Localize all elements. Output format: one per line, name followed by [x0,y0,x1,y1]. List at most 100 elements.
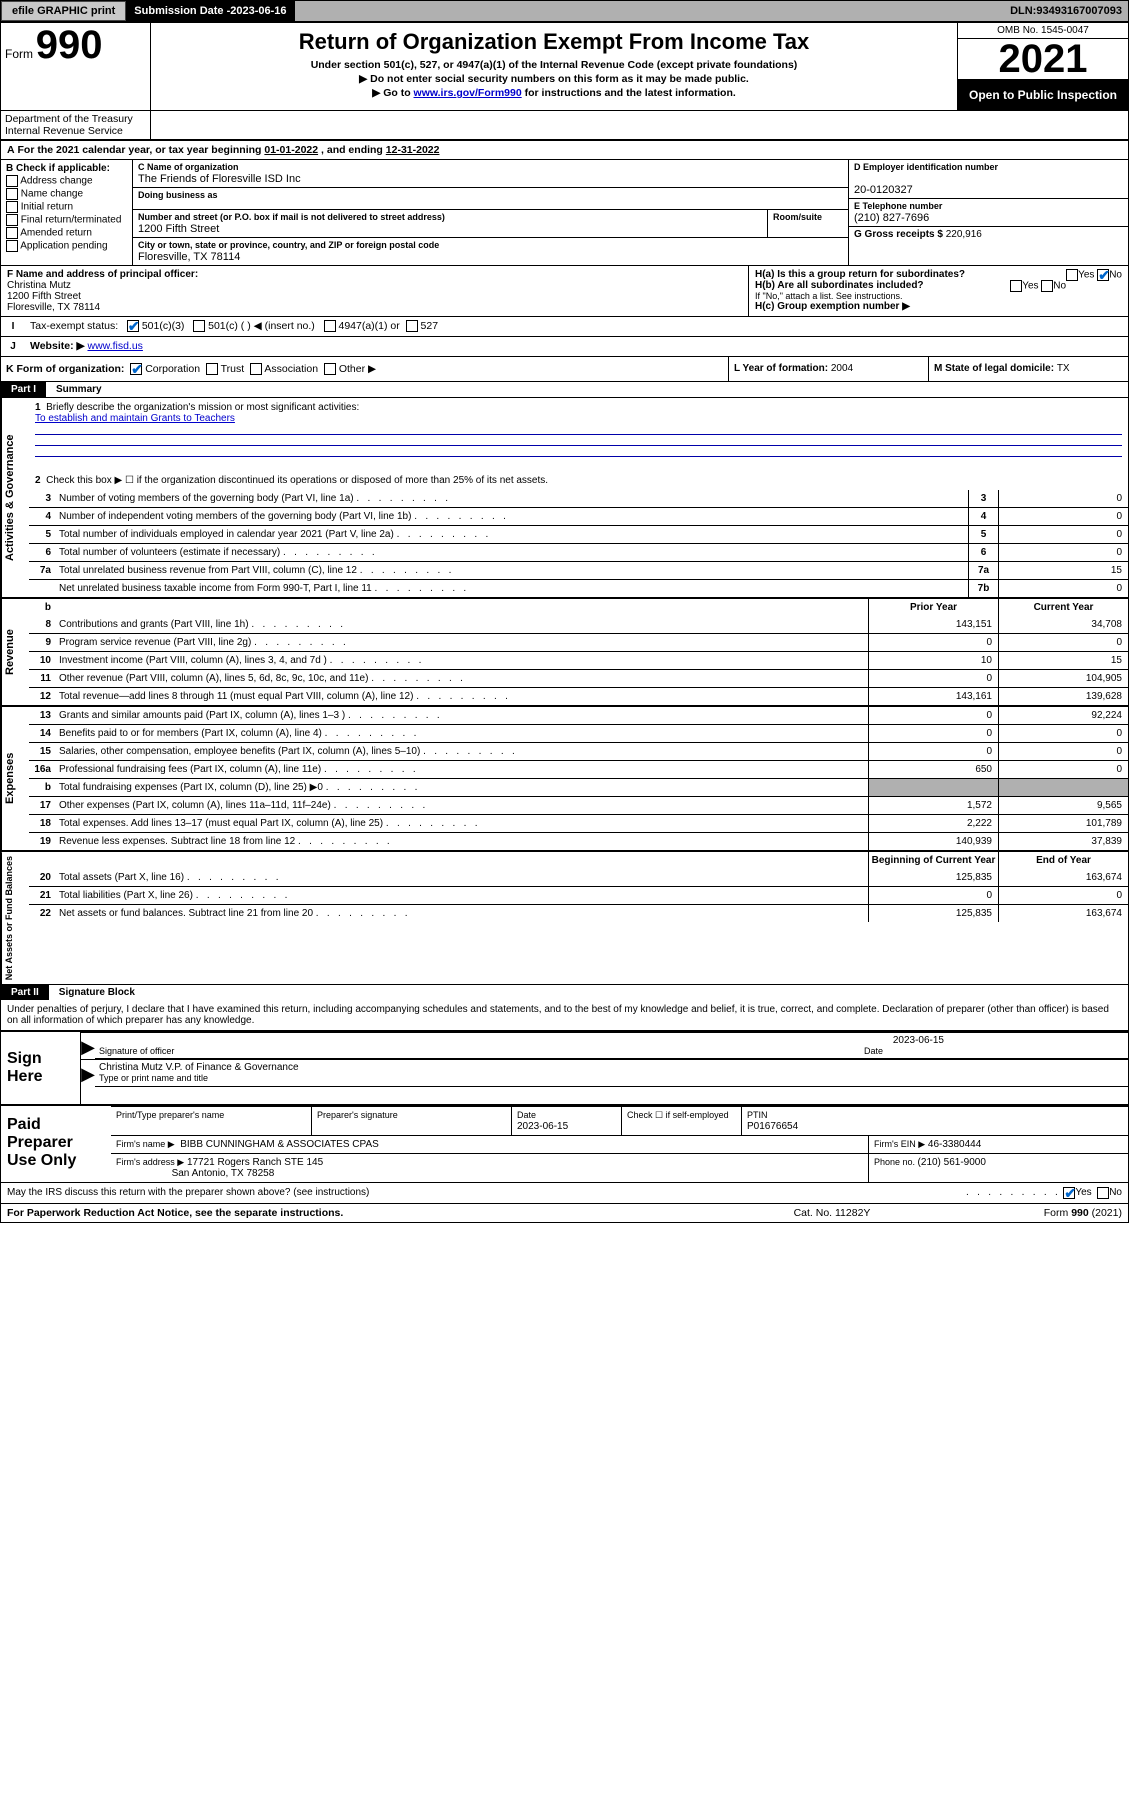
row-m: M State of legal domicile: TX [928,357,1128,381]
h-c: H(c) Group exemption number ▶ [755,301,910,312]
firm-ein: 46-3380444 [928,1139,981,1150]
part2-title: Signature Block [49,985,1128,1000]
note-ssn: ▶ Do not enter social security numbers o… [155,73,953,85]
net-header: Beginning of Current Year End of Year [29,852,1128,869]
p1-governance: Activities & Governance 1 Briefly descri… [1,397,1128,597]
table-row: Net unrelated business taxable income fr… [29,579,1128,597]
chk-app-pending[interactable]: Application pending [6,240,127,252]
chk-trust[interactable] [206,363,218,375]
table-row: 14Benefits paid to or for members (Part … [29,724,1128,742]
table-row: 11Other revenue (Part VIII, column (A), … [29,669,1128,687]
part2-num: Part II [1,985,49,1000]
chk-amended[interactable]: Amended return [6,227,127,239]
irs-discuss-row: May the IRS discuss this return with the… [1,1182,1128,1203]
part1-title: Summary [46,382,1128,397]
firm-phone: (210) 561-9000 [918,1157,986,1168]
irs-discuss-text: May the IRS discuss this return with the… [7,1187,963,1199]
table-row: 7aTotal unrelated business revenue from … [29,561,1128,579]
room-label: Room/suite [773,212,822,222]
phone-value: (210) 827-7696 [854,212,929,224]
e-label: E Telephone number [854,201,942,211]
chk-corp[interactable] [130,363,142,375]
p1-netassets: Net Assets or Fund Balances Beginning of… [1,850,1128,984]
chk-discuss-yes[interactable] [1063,1187,1075,1199]
officer-name-title: Christina Mutz V.P. of Finance & Governa… [99,1062,299,1073]
org-name: The Friends of Floresville ISD Inc [138,173,301,185]
ein-value: 20-0120327 [854,184,913,196]
dln-label: DLN: [1010,5,1036,17]
fh-row: F Name and address of principal officer:… [1,265,1128,316]
vtab-expenses: Expenses [1,707,29,850]
chk-name-change[interactable]: Name change [6,188,127,200]
dln: DLN: 93493167007093 [1004,1,1128,21]
chk-discuss-no[interactable] [1097,1187,1109,1199]
officer-addr2: Floresville, TX 78114 [7,302,100,313]
hb-no[interactable] [1041,280,1053,292]
goto-link[interactable]: www.irs.gov/Form990 [414,87,522,99]
pr-chk-label: Check ☐ if self-employed [627,1110,729,1120]
sig-date-label: Date [864,1046,1124,1056]
subdate-label: Submission Date - [134,5,230,17]
chk-initial-return[interactable]: Initial return [6,201,127,213]
col-f: F Name and address of principal officer:… [1,266,748,316]
b-label: B Check if applicable: [6,163,110,174]
pr-date: 2023-06-15 [517,1121,568,1132]
firm-addr1: 17721 Rogers Ranch STE 145 [187,1157,323,1168]
chk-527[interactable] [406,320,418,332]
dln-value: 93493167007093 [1036,5,1122,17]
table-row: 12Total revenue—add lines 8 through 11 (… [29,687,1128,705]
hdr-prior: Prior Year [868,599,998,616]
chk-501c3[interactable] [127,320,139,332]
chk-501c[interactable] [193,320,205,332]
table-row: 5Total number of individuals employed in… [29,525,1128,543]
g-label: G Gross receipts $ [854,229,946,240]
chk-address-change[interactable]: Address change [6,175,127,187]
part2-header: Part II Signature Block [1,984,1128,1000]
form-number: 990 [36,23,103,67]
j-label: Website: ▶ [30,340,85,352]
chk-other[interactable] [324,363,336,375]
mission-text: To establish and maintain Grants to Teac… [35,413,235,424]
officer-type-label: Type or print name and title [99,1073,208,1083]
table-row: 18Total expenses. Add lines 13–17 (must … [29,814,1128,832]
efile-print-button[interactable]: efile GRAPHIC print [1,1,126,21]
table-row: 15Salaries, other compensation, employee… [29,742,1128,760]
dept-row: Department of the Treasury Internal Reve… [1,110,1128,139]
col-b: B Check if applicable: Address change Na… [1,160,133,265]
pr-name-label: Print/Type preparer's name [116,1110,224,1120]
table-row: 16aProfessional fundraising fees (Part I… [29,760,1128,778]
d-label: D Employer identification number [854,162,998,172]
hb-yes[interactable] [1010,280,1022,292]
form-header: Form 990 Return of Organization Exempt F… [1,21,1128,110]
form-title: Return of Organization Exempt From Incom… [155,29,953,55]
city-label: City or town, state or province, country… [138,240,439,250]
website-link[interactable]: www.fisd.us [87,340,142,352]
form-word: Form [5,47,33,61]
form-ref: Form 990 (2021) [942,1207,1122,1219]
c-name-label: C Name of organization [138,162,239,172]
firm-phone-label: Phone no. [874,1157,918,1167]
perjury-declaration: Under penalties of perjury, I declare th… [1,1000,1128,1030]
paid-preparer-block: Paid Preparer Use Only Print/Type prepar… [1,1104,1128,1182]
addr-label: Number and street (or P.O. box if mail i… [138,212,445,222]
state-domicile: TX [1057,363,1070,374]
firm-name-label: Firm's name ▶ [116,1139,175,1149]
topbar: efile GRAPHIC print Submission Date - 20… [1,1,1128,21]
table-row: 13Grants and similar amounts paid (Part … [29,707,1128,724]
ha-yes[interactable] [1066,269,1078,281]
chk-4947[interactable] [324,320,336,332]
chk-assoc[interactable] [250,363,262,375]
p1-line2: 2 Check this box ▶ ☐ if the organization… [29,471,1128,490]
vtab-governance: Activities & Governance [1,398,29,597]
org-address: 1200 Fifth Street [138,223,219,235]
row-i: I Tax-exempt status: 501(c)(3) 501(c) ( … [1,316,1128,336]
part1-header: Part I Summary [1,381,1128,397]
table-row: 17Other expenses (Part IX, column (A), l… [29,796,1128,814]
col-c: C Name of organization The Friends of Fl… [133,160,848,265]
chk-final-return[interactable]: Final return/terminated [6,214,127,226]
tax-end: 12-31-2022 [386,144,440,156]
footer: For Paperwork Reduction Act Notice, see … [1,1203,1128,1222]
ha-no[interactable] [1097,269,1109,281]
header-right: OMB No. 1545-0047 2021 Open to Public In… [958,23,1128,110]
p1-line1: 1 Briefly describe the organization's mi… [29,398,1128,471]
